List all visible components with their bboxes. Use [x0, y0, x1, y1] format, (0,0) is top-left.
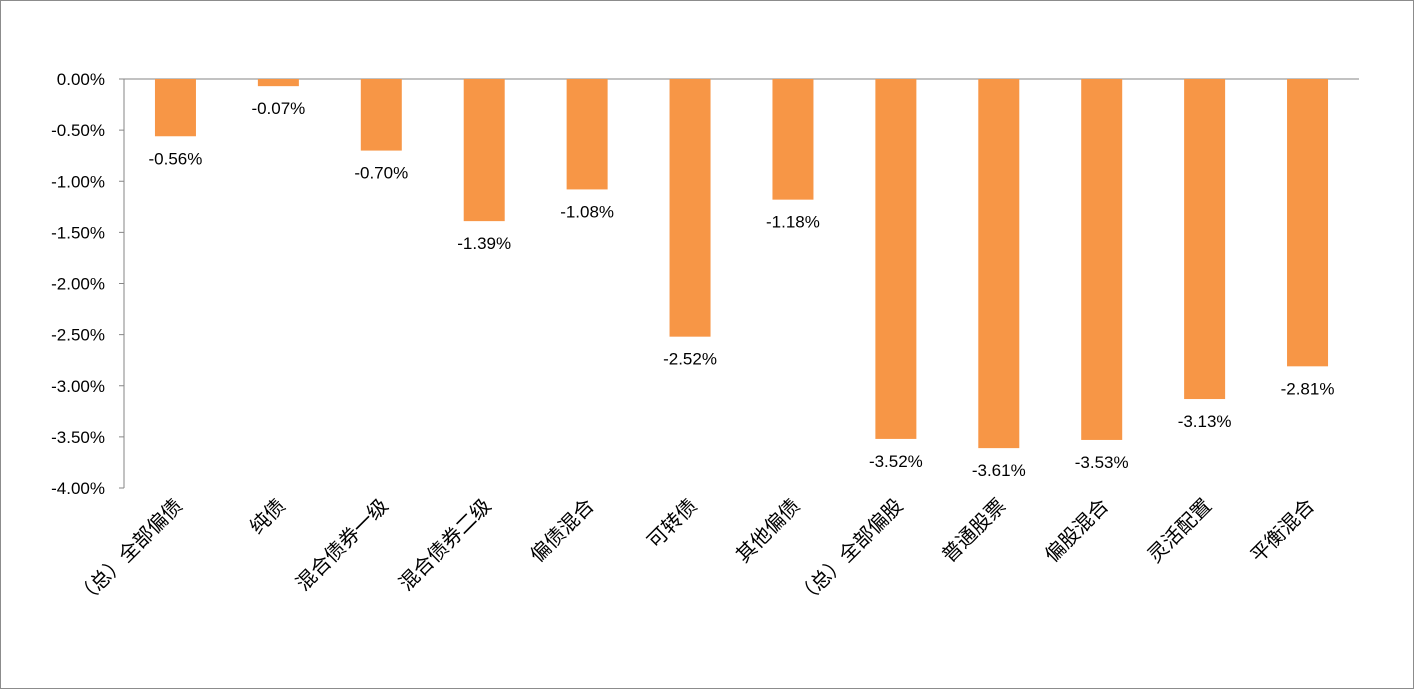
- data-label: -3.13%: [1178, 412, 1232, 431]
- data-labels: -0.56% -0.07% -0.70% -1.39% -1.08% -2.52% -1.1…: [149, 99, 1335, 480]
- data-label: -1.08%: [560, 202, 614, 221]
- category-label: 平衡混合: [1246, 494, 1320, 568]
- bar: [154, 79, 196, 137]
- bar: [463, 79, 505, 222]
- bar: [772, 79, 814, 200]
- category-label: 混合债券二级: [394, 494, 496, 596]
- y-tick-label: -0.50%: [51, 121, 105, 140]
- data-label: -2.52%: [663, 350, 717, 369]
- data-label: -0.56%: [149, 149, 203, 168]
- category-label: 偏股混合: [1040, 494, 1114, 568]
- category-label: 混合债券一级: [291, 494, 393, 596]
- bar: [257, 79, 299, 87]
- y-tick-label: -4.00%: [51, 479, 105, 498]
- data-label: -3.61%: [972, 461, 1026, 480]
- bar: [1081, 79, 1123, 440]
- data-label: -3.52%: [869, 452, 923, 471]
- data-label: -0.70%: [354, 164, 408, 183]
- category-labels: （总）全部偏债 纯债 混合债券一级 混合债券二级 偏债混合 可转债 其他偏债（总）全部偏股普…: [71, 494, 1319, 610]
- data-label: -3.53%: [1075, 453, 1129, 472]
- data-label: -1.39%: [457, 234, 511, 253]
- bar: [978, 79, 1020, 449]
- category-label: 纯债: [245, 494, 290, 539]
- y-tick-label: -2.50%: [51, 326, 105, 345]
- category-label: 灵活配置: [1143, 494, 1217, 568]
- bar-series: [154, 79, 1329, 449]
- category-label: 普通股票: [937, 494, 1011, 568]
- category-label: （总）全部偏股: [791, 494, 907, 610]
- category-label: 其他偏债: [731, 494, 805, 568]
- data-label: -1.18%: [766, 213, 820, 232]
- y-axis: 0.00% -0.50% -1.00% -1.50% -2.00% -2.50% -3.00…: [51, 70, 125, 498]
- y-tick-label: -1.50%: [51, 223, 105, 242]
- y-tick-label: -1.00%: [51, 172, 105, 191]
- category-label: 可转债: [642, 494, 701, 553]
- y-tick-label: 0.00%: [57, 70, 105, 89]
- data-label: -0.07%: [251, 99, 305, 118]
- bar: [1184, 79, 1226, 400]
- bar: [875, 79, 917, 439]
- y-tick-label: -3.00%: [51, 377, 105, 396]
- category-label: 偏债混合: [525, 494, 599, 568]
- y-tick-label: -3.50%: [51, 428, 105, 447]
- bar: [360, 79, 402, 151]
- bar: [566, 79, 608, 190]
- bar: [669, 79, 711, 337]
- y-tick-label: -2.00%: [51, 275, 105, 294]
- category-label: （总）全部偏债: [71, 494, 187, 610]
- bar: [1287, 79, 1329, 367]
- data-label: -2.81%: [1281, 379, 1335, 398]
